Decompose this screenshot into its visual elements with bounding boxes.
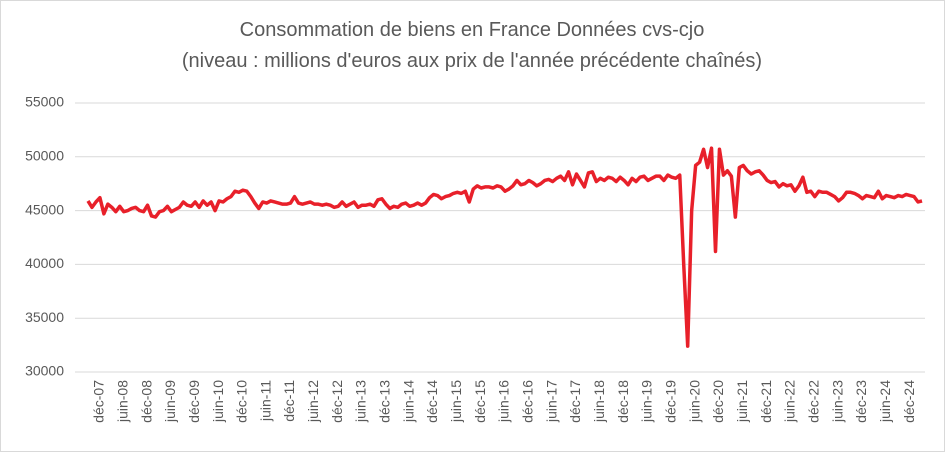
x-tick-label: déc-15 bbox=[472, 380, 488, 423]
x-tick-label: juin-13 bbox=[353, 380, 369, 423]
x-tick-label: déc-11 bbox=[281, 380, 297, 422]
y-tick-label: 30000 bbox=[25, 363, 64, 379]
x-tick-label: déc-17 bbox=[567, 380, 583, 423]
x-tick-label: juin-12 bbox=[305, 380, 321, 423]
data-line bbox=[86, 146, 923, 348]
x-tick-label: juin-20 bbox=[686, 380, 702, 423]
x-tick-label: déc-18 bbox=[615, 380, 631, 423]
x-tick-label: juin-22 bbox=[782, 380, 798, 423]
x-tick-label: juin-10 bbox=[210, 380, 226, 423]
x-tick-label: déc-08 bbox=[138, 380, 154, 423]
x-tick-label: juin-08 bbox=[114, 380, 130, 423]
x-tick-label: juin-11 bbox=[257, 380, 273, 422]
x-tick-label: juin-19 bbox=[639, 380, 655, 423]
x-tick-label: déc-10 bbox=[234, 380, 250, 423]
y-tick-label: 40000 bbox=[25, 255, 64, 271]
x-tick-label: déc-20 bbox=[710, 380, 726, 423]
y-tick-label: 45000 bbox=[25, 201, 64, 217]
x-tick-label: juin-14 bbox=[400, 380, 416, 423]
x-tick-label: juin-09 bbox=[162, 380, 178, 423]
chart-title: Consommation de biens en France Données … bbox=[240, 19, 705, 41]
x-tick-label: déc-07 bbox=[91, 380, 107, 423]
x-tick-label: déc-14 bbox=[424, 380, 440, 423]
x-tick-label: juin-17 bbox=[543, 380, 559, 423]
x-tick-label: déc-13 bbox=[377, 380, 393, 423]
x-tick-label: déc-12 bbox=[329, 380, 345, 423]
x-tick-label: déc-21 bbox=[758, 380, 774, 423]
x-tick-label: déc-19 bbox=[663, 380, 679, 423]
x-tick-label: juin-15 bbox=[448, 380, 464, 423]
x-tick-label: déc-22 bbox=[805, 380, 821, 423]
x-tick-label: juin-16 bbox=[496, 380, 512, 423]
x-tick-label: déc-09 bbox=[186, 380, 202, 423]
y-tick-label: 50000 bbox=[25, 148, 64, 164]
x-tick-label: déc-24 bbox=[901, 380, 917, 423]
y-tick-label: 35000 bbox=[25, 309, 64, 325]
x-tick-label: juin-24 bbox=[877, 380, 893, 423]
chart-subtitle: (niveau : millions d'euros aux prix de l… bbox=[182, 50, 762, 72]
y-tick-label: 55000 bbox=[25, 94, 64, 110]
x-tick-label: déc-16 bbox=[520, 380, 536, 423]
x-tick-label: juin-21 bbox=[734, 380, 750, 423]
x-tick-label: juin-23 bbox=[829, 380, 845, 423]
x-tick-label: juin-18 bbox=[591, 380, 607, 423]
x-tick-label: déc-23 bbox=[853, 380, 869, 423]
